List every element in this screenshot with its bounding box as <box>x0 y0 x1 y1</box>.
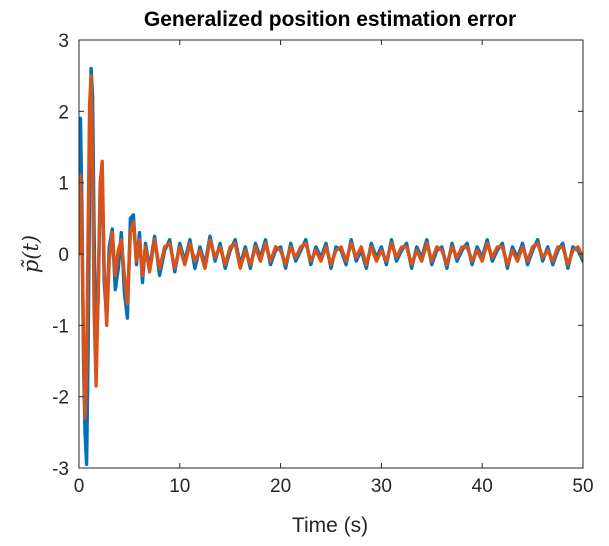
x-tick-label: 40 <box>472 476 493 497</box>
y-axis-label: p̃(t) <box>19 235 43 273</box>
x-tick-label: 30 <box>371 476 392 497</box>
y-tick-label: 1 <box>58 174 69 195</box>
y-tick-label: -2 <box>52 388 69 409</box>
ticks-layer: 0 10 20 30 40 50 -3 -2 -1 0 1 2 3 <box>52 31 593 497</box>
y-tick-label: 0 <box>58 245 69 266</box>
series-line-1 <box>79 66 583 467</box>
y-tick-label: -3 <box>52 459 69 480</box>
y-tick-label: 3 <box>58 31 69 52</box>
y-tick-label: 2 <box>58 102 69 123</box>
x-tick-label: 50 <box>572 476 593 497</box>
x-axis-label: Time (s) <box>292 514 368 537</box>
axes-layer <box>78 39 584 469</box>
x-tick-label: 0 <box>74 476 85 497</box>
y-tick-label: -1 <box>52 316 69 337</box>
series-line-2 <box>79 73 583 420</box>
x-tick-label: 20 <box>270 476 291 497</box>
x-tick-label: 10 <box>169 476 190 497</box>
plot-frame <box>78 39 584 469</box>
series-layer <box>79 66 583 467</box>
chart-title: Generalized position estimation error <box>144 8 516 31</box>
